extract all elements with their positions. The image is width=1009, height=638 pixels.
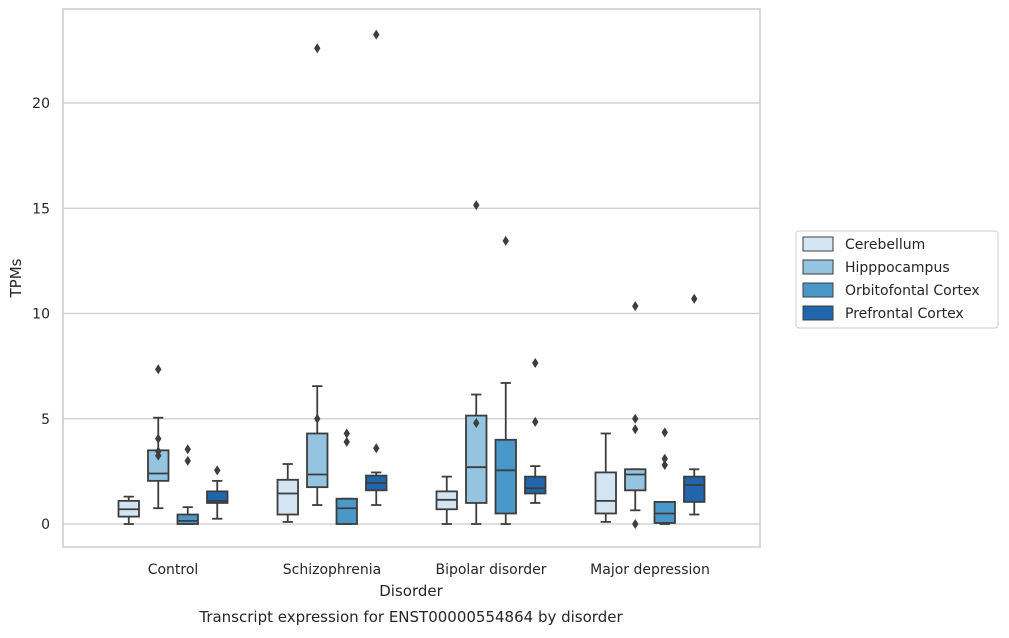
outlier-point — [373, 29, 380, 40]
legend-frame — [795, 230, 999, 329]
outlier-point — [214, 465, 221, 476]
outlier-point — [343, 428, 350, 439]
outlier-point — [532, 416, 539, 427]
outlier-point — [632, 424, 639, 435]
box-body — [624, 468, 647, 492]
y-tick-labels: 0 5 10 15 20 — [32, 96, 50, 533]
outlier-point — [155, 364, 162, 375]
outlier-point — [532, 357, 539, 368]
legend-label: Prefrontal Cortex — [845, 306, 964, 322]
y-tick-label: 0 — [41, 517, 50, 533]
outlier-point — [473, 417, 480, 428]
legend-swatch — [802, 282, 834, 298]
box-0-1 — [147, 364, 170, 510]
x-tick-labels: Control Schizophrenia Bipolar disorder Majo… — [148, 562, 710, 578]
legend-swatch — [802, 259, 834, 275]
chart-caption: Transcript expression for ENST0000055486… — [198, 608, 623, 626]
y-tick-label: 15 — [32, 201, 50, 217]
box-body — [206, 490, 229, 504]
box-body — [306, 432, 329, 489]
outlier-point — [632, 413, 639, 424]
outlier-point — [502, 235, 509, 246]
x-axis-label: Disorder — [379, 582, 443, 600]
y-tick-label: 5 — [41, 412, 50, 428]
box-3-1 — [624, 301, 647, 529]
box-1-3 — [365, 29, 388, 506]
outlier-point — [691, 293, 698, 304]
y-tick-label: 20 — [32, 96, 50, 112]
box-3-2 — [653, 427, 676, 525]
outlier-point — [473, 200, 480, 211]
box-body — [276, 478, 299, 516]
boxes — [117, 29, 706, 529]
y-tick-label: 10 — [32, 307, 50, 323]
legend-swatch — [802, 305, 834, 321]
box-body — [653, 500, 676, 524]
x-tick-label: Bipolar disorder — [435, 562, 546, 578]
outlier-point — [661, 453, 668, 464]
legend: Cerebellum Hipppocampus Orbitofontal Corte… — [795, 230, 999, 329]
outlier-point — [184, 455, 191, 466]
legend-label: Cerebellum — [845, 237, 925, 253]
outlier-point — [661, 427, 668, 438]
box-0-0 — [117, 495, 140, 525]
outlier-point — [373, 443, 380, 454]
legend-label: Hipppocampus — [845, 260, 950, 276]
box-0-3 — [206, 465, 229, 520]
outlier-point — [314, 43, 321, 54]
box-body — [176, 513, 199, 525]
box-2-3 — [524, 357, 547, 504]
box-body — [494, 438, 517, 515]
legend-label: Orbitofontal Cortex — [845, 283, 980, 299]
outlier-point — [632, 519, 639, 529]
outlier-point — [155, 433, 162, 444]
outlier-point — [184, 444, 191, 455]
box-2-1 — [465, 200, 488, 525]
box-body — [594, 471, 617, 515]
box-1-1 — [306, 43, 329, 506]
x-tick-label: Major depression — [590, 562, 710, 578]
outlier-point — [314, 413, 321, 424]
box-2-0 — [435, 475, 458, 525]
x-tick-label: Schizophrenia — [283, 562, 381, 578]
outlier-point — [661, 460, 668, 471]
outlier-point — [343, 436, 350, 447]
y-axis-label: TPMs — [7, 258, 25, 298]
box-1-0 — [276, 463, 299, 523]
box-2-2 — [494, 235, 517, 525]
box-3-0 — [594, 432, 617, 523]
outlier-point — [155, 450, 162, 461]
box-0-2 — [176, 444, 199, 525]
x-tick-label: Control — [148, 562, 199, 578]
box-body — [465, 414, 488, 504]
outlier-point — [632, 301, 639, 312]
box-body — [335, 497, 358, 525]
legend-swatch — [802, 236, 834, 252]
box-body — [683, 475, 706, 503]
box-body — [524, 475, 547, 495]
plot-area-background — [63, 9, 760, 547]
plot-frame — [62, 8, 761, 548]
box-3-3 — [683, 293, 706, 516]
box-1-2 — [335, 428, 358, 525]
